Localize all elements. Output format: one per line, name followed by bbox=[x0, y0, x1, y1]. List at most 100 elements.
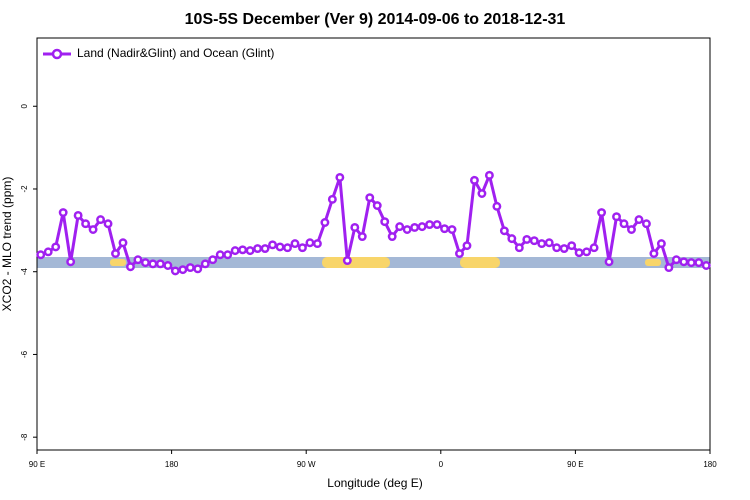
point bbox=[66, 257, 76, 267]
point bbox=[694, 258, 704, 268]
point bbox=[567, 241, 577, 251]
point bbox=[664, 263, 674, 273]
point bbox=[298, 243, 307, 253]
point bbox=[245, 246, 255, 256]
point bbox=[380, 217, 390, 227]
point bbox=[88, 225, 98, 234]
x-tick-label: 90 E bbox=[29, 460, 45, 469]
point bbox=[51, 242, 61, 252]
point bbox=[544, 238, 554, 248]
point bbox=[365, 193, 375, 203]
point bbox=[372, 201, 382, 210]
point bbox=[320, 218, 330, 227]
point bbox=[118, 238, 128, 248]
point bbox=[492, 201, 502, 211]
point bbox=[215, 250, 225, 260]
y-tick-label: -4 bbox=[20, 268, 29, 276]
point bbox=[185, 263, 195, 273]
point bbox=[559, 244, 569, 254]
point bbox=[260, 244, 270, 254]
point bbox=[701, 261, 711, 270]
plot-frame bbox=[36, 37, 711, 451]
point bbox=[447, 225, 457, 234]
point bbox=[499, 226, 509, 236]
point bbox=[133, 255, 143, 265]
x-tick-label: 180 bbox=[165, 460, 179, 469]
point bbox=[357, 232, 367, 242]
x-tick-label: 90 E bbox=[567, 460, 583, 469]
point bbox=[155, 259, 165, 269]
point bbox=[305, 238, 315, 248]
point bbox=[574, 248, 584, 258]
point bbox=[529, 236, 539, 246]
y-tick-label: -6 bbox=[20, 350, 29, 358]
y-tick-label: -2 bbox=[20, 185, 29, 193]
point bbox=[597, 208, 607, 218]
x-tick-label: 0 bbox=[439, 460, 444, 469]
point bbox=[103, 219, 113, 229]
point bbox=[126, 262, 135, 272]
point bbox=[477, 189, 487, 198]
point bbox=[589, 243, 599, 253]
point bbox=[178, 265, 188, 275]
point bbox=[283, 243, 292, 253]
point bbox=[275, 242, 285, 252]
map-strip bbox=[37, 257, 710, 268]
x-tick-label: 180 bbox=[703, 460, 717, 469]
point bbox=[327, 194, 337, 204]
point bbox=[350, 223, 360, 232]
point bbox=[470, 175, 479, 185]
point bbox=[656, 239, 666, 249]
chart-title: 10S-5S December (Ver 9) 2014-09-06 to 20… bbox=[185, 11, 566, 28]
point bbox=[425, 220, 435, 230]
point bbox=[634, 215, 644, 225]
point bbox=[627, 225, 636, 234]
point bbox=[686, 258, 696, 268]
point bbox=[170, 266, 180, 276]
point bbox=[43, 247, 53, 257]
point bbox=[432, 220, 442, 230]
point bbox=[387, 232, 397, 242]
point bbox=[507, 234, 517, 244]
point bbox=[193, 264, 203, 274]
point bbox=[36, 250, 46, 260]
point bbox=[96, 215, 106, 225]
point bbox=[335, 172, 345, 182]
point bbox=[537, 239, 547, 249]
point bbox=[230, 246, 240, 256]
point bbox=[619, 219, 629, 229]
point bbox=[238, 245, 248, 255]
point bbox=[455, 249, 464, 258]
point bbox=[552, 243, 562, 253]
legend-label: Land (Nadir&Glint) and Ocean (Glint) bbox=[77, 46, 274, 60]
point bbox=[395, 222, 405, 232]
point bbox=[402, 225, 412, 234]
point bbox=[522, 234, 532, 244]
point bbox=[290, 239, 300, 249]
point bbox=[514, 243, 524, 253]
point bbox=[604, 257, 614, 267]
point bbox=[200, 259, 210, 269]
point bbox=[649, 249, 659, 258]
y-axis-label: XCO2 - MLO trend (ppm) bbox=[0, 177, 14, 312]
point bbox=[484, 170, 494, 180]
point bbox=[148, 259, 158, 269]
point bbox=[223, 250, 233, 260]
x-axis-label: Longitude (deg E) bbox=[327, 476, 422, 490]
point bbox=[163, 261, 173, 270]
point bbox=[440, 224, 449, 234]
point bbox=[410, 223, 420, 232]
point bbox=[111, 249, 120, 258]
point bbox=[81, 219, 91, 229]
point bbox=[342, 256, 352, 265]
y-tick-label: -8 bbox=[20, 433, 29, 441]
point bbox=[641, 219, 651, 229]
y-tick-label: 0 bbox=[20, 103, 29, 108]
point bbox=[671, 255, 681, 265]
point bbox=[73, 211, 83, 220]
point bbox=[612, 212, 621, 222]
point bbox=[582, 247, 592, 257]
point bbox=[679, 257, 689, 267]
point bbox=[253, 244, 263, 254]
